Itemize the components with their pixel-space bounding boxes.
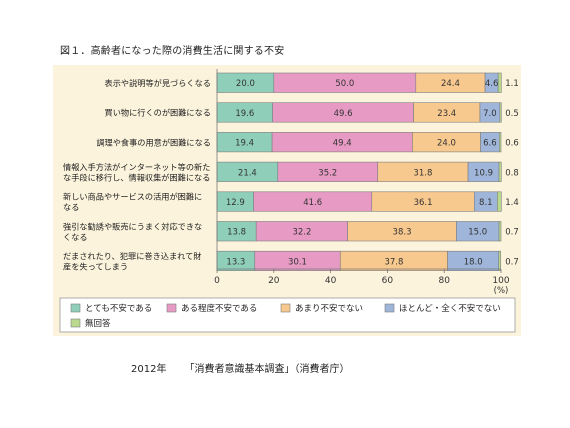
category-label: 表示や説明等が見づらくなる [105, 78, 211, 88]
category-label: 調理や食事の用意が困難になる [96, 137, 211, 147]
legend-swatch [166, 303, 177, 313]
bar-segment [498, 161, 502, 182]
data-label: 7.0 [483, 109, 497, 119]
data-label: 41.6 [303, 198, 322, 208]
data-label: 24.4 [441, 79, 460, 89]
data-label: 0.6 [505, 139, 519, 149]
data-label: 15.0 [468, 228, 487, 238]
data-label: 35.2 [318, 168, 337, 178]
data-label: 50.0 [335, 79, 354, 89]
legend-label: あまり不安でない [295, 303, 363, 314]
data-label: 18.0 [464, 257, 483, 267]
data-label: 20.0 [236, 79, 255, 89]
x-unit-label: (%) [494, 286, 509, 296]
data-label: 49.4 [333, 139, 352, 149]
data-label: 38.3 [393, 228, 412, 238]
data-label: 19.6 [235, 109, 254, 119]
x-tick-label: 100 [492, 276, 509, 286]
bar-segment [497, 72, 502, 93]
x-tick-label: 0 [214, 276, 220, 286]
legend-label: ほとんど・全く不安でない [399, 303, 501, 314]
x-tick-label: 60 [382, 276, 394, 286]
data-label: 36.1 [414, 198, 433, 208]
data-label: 30.1 [288, 257, 307, 267]
category-label: な手段に移行し、情報収集が困難になる [63, 172, 210, 182]
category-label: だまされたり、犯罪に巻き込まれて財 [63, 251, 201, 261]
bar-segment [499, 102, 502, 123]
data-label: 31.8 [413, 168, 432, 178]
bar-segment [497, 191, 502, 212]
data-label: 6.6 [483, 139, 497, 149]
category-label: 買い物に行くのが困難になる [105, 108, 211, 118]
legend-swatch [70, 318, 81, 328]
legend-label: ある程度不安である [181, 303, 257, 314]
data-label: 0.7 [505, 228, 519, 238]
data-label: 49.6 [334, 109, 353, 119]
data-label: 0.8 [505, 168, 519, 178]
x-tick-label: 20 [268, 276, 280, 286]
data-label: 13.3 [226, 257, 245, 267]
data-label: 4.6 [485, 79, 499, 89]
category-label: くなる [63, 232, 88, 242]
data-label: 23.4 [437, 109, 456, 119]
legend-swatch [384, 303, 395, 313]
legend-swatch [70, 303, 81, 313]
legend-swatch [280, 303, 291, 313]
data-label: 12.9 [226, 198, 245, 208]
legend-box [59, 297, 516, 333]
bar-segment [498, 250, 502, 271]
data-label: 13.8 [227, 228, 246, 238]
chart-title: 図１．高齢者になった際の消費生活に関する不安 [60, 46, 285, 57]
data-label: 21.4 [238, 168, 257, 178]
data-label: 1.1 [505, 79, 519, 89]
data-label: 19.4 [235, 139, 254, 149]
bar-segment [498, 132, 502, 153]
bar-segment [498, 221, 502, 242]
category-label: 新しい商品やサービスの活用が困難に [63, 192, 202, 202]
x-tick-label: 80 [438, 276, 450, 286]
data-label: 37.8 [384, 257, 403, 267]
x-tick-label: 40 [325, 276, 337, 286]
source-note: 2012年 「消費者意識基本調査」（消費者庁） [131, 360, 349, 375]
data-label: 1.4 [505, 198, 519, 208]
legend-label: 無回答 [85, 318, 111, 329]
data-label: 8.1 [479, 198, 493, 208]
category-label: 産を失ってしまう [63, 261, 128, 271]
category-label: なる [63, 202, 79, 212]
category-label: 情報入手方法がインターネット等の新た [63, 162, 210, 172]
category-label: 強引な勧誘や販売にうまく対応できな [63, 221, 202, 231]
source-year: 2012年 [131, 364, 167, 375]
data-label: 10.9 [474, 168, 493, 178]
chart-panel: 20.0 50.0 24.4 4.6 1.1 表示や説明等が見づらくなる 19.6 49.6 2… [53, 65, 521, 336]
data-label: 24.0 [437, 139, 456, 149]
source-survey: 「消費者意識基本調査」（消費者庁） [184, 364, 350, 375]
data-label: 0.7 [505, 257, 519, 267]
stacked-bar-chart: 20.0 50.0 24.4 4.6 1.1 表示や説明等が見づらくなる 19.6 49.6 2… [59, 69, 519, 333]
data-label: 32.2 [292, 228, 311, 238]
legend-label: とても不安である [85, 303, 152, 314]
data-label: 0.5 [505, 109, 519, 119]
